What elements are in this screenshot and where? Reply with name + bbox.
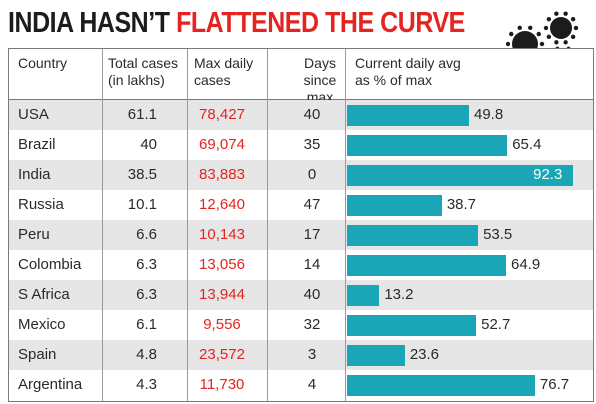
country-cell: Colombia	[18, 256, 82, 273]
max-daily-cell: 11,730	[199, 376, 245, 393]
pct-label: 64.9	[511, 256, 541, 273]
total-cases-cell: 6.6	[136, 226, 157, 243]
table-row: S Africa 6.3 13,944 40 13.2	[9, 280, 593, 310]
days-since-max-cell: 32	[303, 316, 321, 333]
pct-label: 49.8	[474, 106, 504, 123]
total-cases-cell: 61.1	[127, 106, 157, 123]
column-divider	[187, 49, 188, 401]
country-cell: India	[18, 166, 51, 183]
days-since-max-cell: 47	[303, 196, 321, 213]
pct-label: 65.4	[512, 136, 542, 153]
table-row: Spain 4.8 23,572 3 23.6	[9, 340, 593, 370]
country-cell: Peru	[18, 226, 50, 243]
country-cell: Brazil	[18, 136, 56, 153]
table-row: Argentina 4.3 11,730 4 76.7	[9, 370, 593, 400]
table-row: Peru 6.6 10,143 17 53.5	[9, 220, 593, 250]
header-total-cases: Total cases (in lakhs)	[108, 55, 179, 88]
pct-bar	[347, 135, 508, 156]
country-cell: S Africa	[18, 286, 70, 303]
pct-label: 38.7	[446, 196, 477, 213]
pct-bar	[347, 255, 506, 276]
table-row: Brazil 40 69,074 35 65.4	[9, 130, 593, 160]
pct-bar	[347, 165, 574, 186]
days-since-max-cell: 35	[303, 136, 321, 153]
column-divider	[102, 49, 103, 401]
pct-bar	[347, 345, 405, 366]
days-since-max-cell: 3	[307, 346, 317, 363]
data-table: Country Total cases (in lakhs) Max daily…	[8, 48, 594, 402]
pct-bar	[347, 105, 469, 126]
pct-bar	[347, 225, 479, 246]
country-cell: Spain	[18, 346, 57, 363]
pct-label: 23.6	[409, 346, 440, 363]
pct-label: 76.7	[539, 376, 570, 393]
pct-label: 92.3	[533, 166, 563, 183]
days-since-max-cell: 0	[307, 166, 317, 183]
pct-label: 53.5	[483, 226, 513, 243]
table-header: Country Total cases (in lakhs) Max daily…	[9, 49, 593, 105]
total-cases-cell: 40	[140, 136, 157, 153]
max-daily-cell: 13,944	[199, 286, 245, 303]
max-daily-cell: 10,143	[199, 226, 245, 243]
days-since-max-cell: 4	[307, 376, 317, 393]
max-daily-cell: 13,056	[199, 256, 245, 273]
headline: INDIA HASN’T FLATTENED THE CURVE	[8, 6, 465, 40]
total-cases-cell: 6.3	[136, 256, 157, 273]
pct-label: 52.7	[481, 316, 511, 333]
country-cell: USA	[18, 106, 49, 123]
total-cases-cell: 6.3	[136, 286, 157, 303]
pct-label: 13.2	[384, 286, 414, 303]
total-cases-cell: 4.8	[136, 346, 157, 363]
table-row: USA 61.1 78,427 40 49.8	[9, 100, 593, 130]
country-cell: Mexico	[18, 316, 66, 333]
pct-bar	[347, 315, 477, 336]
table-row: Colombia 6.3 13,056 14 64.9	[9, 250, 593, 280]
header-current-pct: Current daily avg as % of max	[355, 55, 461, 88]
max-daily-cell: 69,074	[199, 136, 245, 153]
pct-bar	[347, 375, 535, 396]
header-country: Country	[18, 55, 68, 71]
days-since-max-cell: 14	[303, 256, 321, 273]
table-row: India 38.5 83,883 0 92.3	[9, 160, 593, 190]
total-cases-cell: 6.1	[136, 316, 157, 333]
country-cell: Argentina	[18, 376, 83, 393]
days-since-max-cell: 40	[303, 106, 321, 123]
max-daily-cell: 12,640	[199, 196, 245, 213]
headline-part-red: FLATTENED THE CURVE	[176, 7, 465, 39]
header-max-daily: Max daily cases	[194, 55, 254, 88]
total-cases-cell: 4.3	[136, 376, 157, 393]
max-daily-cell: 78,427	[199, 106, 245, 123]
country-cell: Russia	[18, 196, 64, 213]
total-cases-cell: 10.1	[127, 196, 157, 213]
max-daily-cell: 9,556	[203, 316, 241, 333]
days-since-max-cell: 17	[303, 226, 321, 243]
pct-bar	[347, 285, 380, 306]
header-days-since-max: Days since max	[303, 55, 337, 105]
max-daily-cell: 23,572	[199, 346, 245, 363]
headline-part-dark: INDIA HASN’T	[8, 7, 177, 39]
column-divider	[345, 49, 346, 401]
table-row: Russia 10.1 12,640 47 38.7	[9, 190, 593, 220]
pct-bar	[347, 195, 442, 216]
total-cases-cell: 38.5	[127, 166, 157, 183]
table-row: Mexico 6.1 9,556 32 52.7	[9, 310, 593, 340]
max-daily-cell: 83,883	[199, 166, 245, 183]
days-since-max-cell: 40	[303, 286, 321, 303]
column-divider	[267, 49, 268, 401]
